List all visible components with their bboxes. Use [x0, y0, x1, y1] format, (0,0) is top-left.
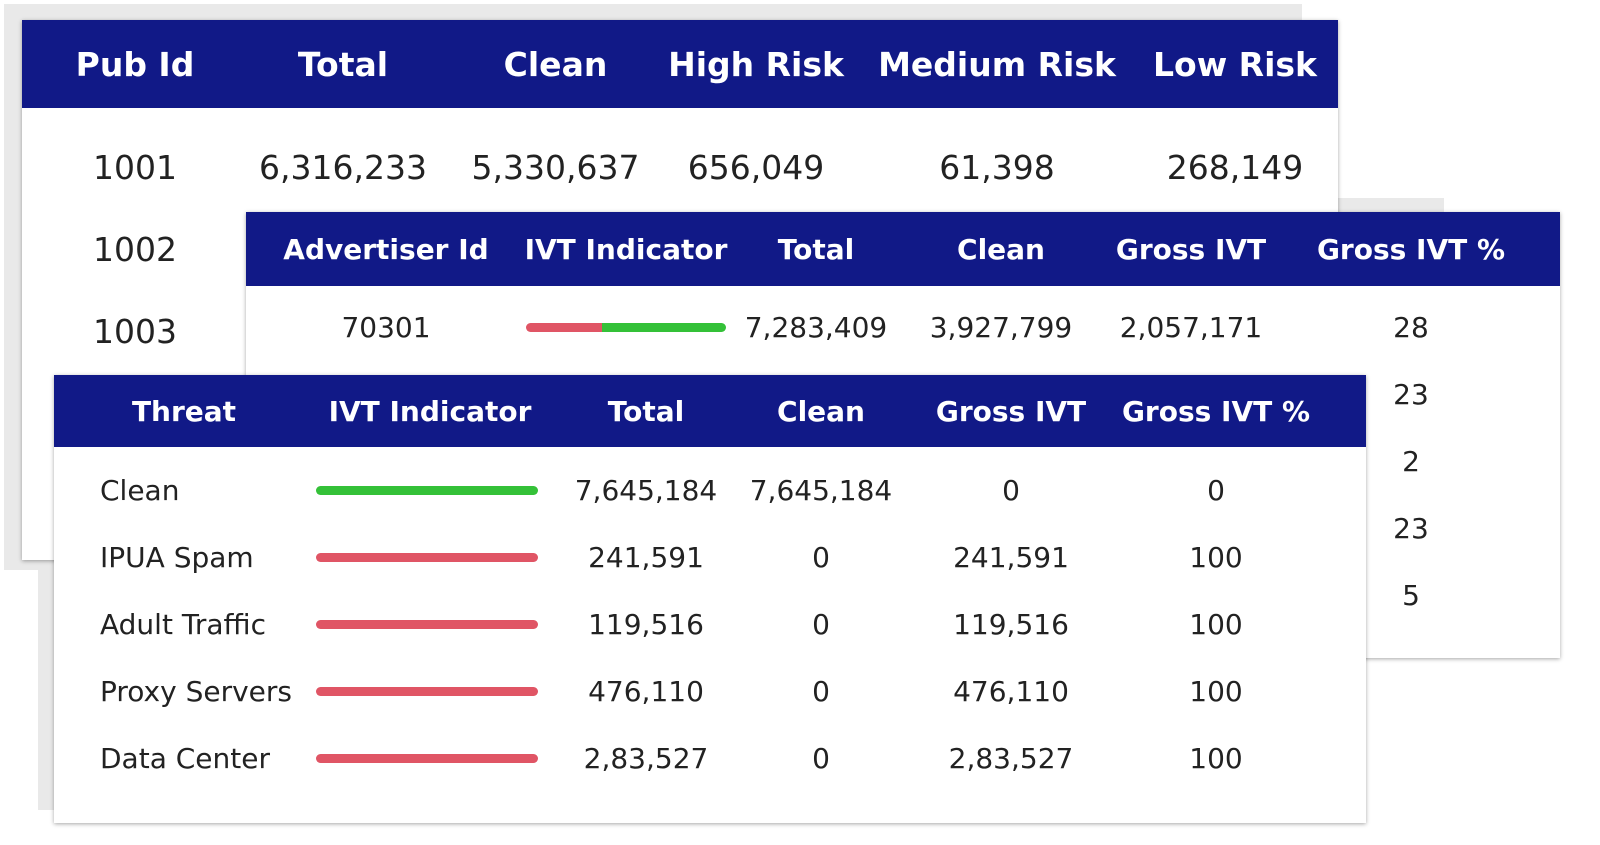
gross-ivt-percent-cell: 100	[1189, 608, 1243, 641]
table-row[interactable]: 2	[246, 428, 1560, 495]
pub-id-cell: 1003	[93, 311, 177, 351]
ivt-indicator-cell	[314, 620, 546, 629]
table-row[interactable]: 23	[246, 361, 1560, 428]
table-row[interactable]: Data Center 2,83,527 0 2,83,527 100	[54, 725, 1366, 792]
ivt-indicator-bar	[316, 754, 538, 763]
header-total[interactable]: Total	[607, 394, 685, 428]
table-row[interactable]: 5	[246, 562, 1560, 629]
gross-ivt-percent-cell: 28	[1393, 311, 1429, 344]
ivt-indicator-cell	[314, 754, 546, 763]
gross-ivt-percent-cell: 100	[1189, 742, 1243, 775]
total-cell: 2,83,527	[583, 742, 709, 775]
ivt-bar-red-segment	[316, 620, 538, 629]
ivt-indicator-cell	[314, 687, 546, 696]
ivt-indicator-bar	[526, 323, 726, 332]
table-row[interactable]: IPUA Spam 241,591 0 241,591 100	[54, 524, 1366, 591]
medium-risk-cell: 61,398	[939, 147, 1055, 187]
ivt-indicator-bar	[316, 486, 538, 495]
ivt-bar-red-segment	[316, 754, 538, 763]
gross-ivt-cell: 241,591	[953, 541, 1069, 574]
table-row[interactable]: Clean 7,645,184 7,645,184 0 0	[54, 457, 1366, 524]
threat-breakdown-table: Threat IVT Indicator Total Clean Gross I…	[54, 375, 1366, 823]
clean-cell: 0	[812, 675, 830, 708]
header-gross-ivt[interactable]: Gross IVT	[1115, 232, 1267, 266]
gross-ivt-percent-cell: 0	[1207, 474, 1225, 507]
ivt-bar-red-segment	[316, 553, 538, 562]
table-row[interactable]: 1002	[22, 208, 1338, 290]
advertiser-table-header: Advertiser Id IVT Indicator Total Clean …	[246, 212, 1560, 286]
header-clean[interactable]: Clean	[957, 232, 1045, 266]
header-gross-ivt[interactable]: Gross IVT	[935, 394, 1087, 428]
table-row[interactable]: 23	[246, 495, 1560, 562]
gross-ivt-cell: 0	[1002, 474, 1020, 507]
header-high-risk[interactable]: High Risk	[668, 44, 844, 84]
header-clean[interactable]: Clean	[777, 394, 865, 428]
ivt-bar-red-segment	[526, 323, 602, 332]
table-row[interactable]: 1003	[22, 290, 1338, 372]
pub-id-cell: 1001	[93, 147, 177, 187]
ivt-bar-red-segment	[316, 687, 538, 696]
advertiser-id-cell: 70301	[341, 311, 431, 344]
table-row[interactable]: 70301 7,283,409 3,927,799 2,057,171 28	[246, 294, 1560, 361]
publisher-table-header: Pub Id Total Clean High Risk Medium Risk…	[22, 20, 1338, 108]
gross-ivt-cell: 119,516	[953, 608, 1069, 641]
clean-cell: 0	[812, 608, 830, 641]
header-medium-risk[interactable]: Medium Risk	[878, 44, 1116, 84]
header-threat[interactable]: Threat	[131, 394, 237, 428]
header-advertiser-id[interactable]: Advertiser Id	[283, 232, 489, 266]
header-ivt-indicator[interactable]: IVT Indicator	[328, 394, 532, 428]
header-total[interactable]: Total	[297, 44, 389, 84]
ivt-indicator-cell	[314, 486, 546, 495]
clean-cell: 3,927,799	[929, 311, 1073, 344]
table-row[interactable]: 1001 6,316,233 5,330,637 656,049 61,398 …	[22, 126, 1338, 208]
threat-name-cell: Proxy Servers	[100, 675, 293, 708]
total-cell: 241,591	[588, 541, 704, 574]
gross-ivt-percent-cell: 2	[1402, 445, 1420, 478]
header-total[interactable]: Total	[777, 232, 855, 266]
total-cell: 7,283,409	[744, 311, 888, 344]
pub-id-cell: 1002	[93, 229, 177, 269]
ivt-indicator-bar	[316, 620, 538, 629]
total-cell: 6,316,233	[259, 147, 427, 187]
gross-ivt-percent-cell: 5	[1402, 579, 1420, 612]
header-ivt-indicator[interactable]: IVT Indicator	[524, 232, 728, 266]
gross-ivt-percent-cell: 100	[1189, 541, 1243, 574]
gross-ivt-percent-cell: 23	[1393, 512, 1429, 545]
ivt-indicator-cell	[314, 553, 546, 562]
gross-ivt-cell: 2,057,171	[1119, 311, 1263, 344]
header-gross-ivt-percent[interactable]: Gross IVT %	[1121, 394, 1311, 428]
gross-ivt-percent-cell: 23	[1393, 378, 1429, 411]
gross-ivt-percent-cell: 100	[1189, 675, 1243, 708]
clean-cell: 5,330,637	[471, 147, 640, 187]
header-low-risk[interactable]: Low Risk	[1153, 44, 1317, 84]
threat-name-cell: Data Center	[100, 742, 270, 775]
clean-cell: 0	[812, 742, 830, 775]
threat-name-cell: Adult Traffic	[100, 608, 266, 641]
gross-ivt-cell: 476,110	[953, 675, 1069, 708]
header-clean[interactable]: Clean	[503, 44, 608, 84]
clean-cell: 0	[812, 541, 830, 574]
ivt-indicator-bar	[316, 687, 538, 696]
threat-name-cell: IPUA Spam	[100, 541, 254, 574]
ivt-indicator-cell	[526, 323, 726, 332]
header-pub-id[interactable]: Pub Id	[75, 44, 195, 84]
header-gross-ivt-percent[interactable]: Gross IVT %	[1316, 232, 1506, 266]
total-cell: 476,110	[588, 675, 704, 708]
threat-table-header: Threat IVT Indicator Total Clean Gross I…	[54, 375, 1366, 447]
table-row[interactable]: Adult Traffic 119,516 0 119,516 100	[54, 591, 1366, 658]
threat-name-cell: Clean	[100, 474, 180, 507]
total-cell: 7,645,184	[574, 474, 718, 507]
total-cell: 119,516	[588, 608, 704, 641]
table-row[interactable]: Proxy Servers 476,110 0 476,110 100	[54, 658, 1366, 725]
ivt-indicator-bar	[316, 553, 538, 562]
high-risk-cell: 656,049	[687, 147, 825, 187]
clean-cell: 7,645,184	[749, 474, 893, 507]
ivt-bar-green-segment	[602, 323, 726, 332]
ivt-bar-green-segment	[316, 486, 538, 495]
low-risk-cell: 268,149	[1166, 147, 1304, 187]
gross-ivt-cell: 2,83,527	[948, 742, 1074, 775]
